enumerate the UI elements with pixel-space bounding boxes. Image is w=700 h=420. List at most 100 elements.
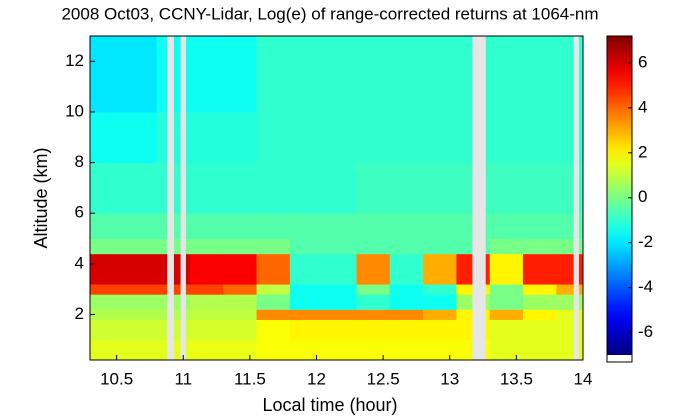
heat-cell bbox=[223, 339, 258, 361]
heat-cell bbox=[256, 162, 291, 214]
heat-cell bbox=[523, 309, 557, 320]
heat-cell bbox=[123, 339, 158, 361]
heat-cell bbox=[489, 238, 524, 255]
heat-cell bbox=[289, 284, 324, 295]
heat-cell bbox=[423, 36, 457, 113]
colorbar-tick-label: -6 bbox=[638, 322, 653, 341]
y-tick-label: 4 bbox=[75, 253, 84, 272]
heat-cell bbox=[223, 36, 258, 113]
heat-cell bbox=[189, 162, 224, 214]
heat-cell bbox=[123, 162, 158, 214]
heat-cell bbox=[189, 294, 224, 310]
data-gap bbox=[167, 36, 174, 360]
heat-cell bbox=[323, 111, 357, 164]
heat-cell bbox=[323, 309, 357, 320]
heat-cell bbox=[123, 238, 158, 255]
heat-cell bbox=[356, 294, 391, 310]
heat-cell bbox=[223, 213, 258, 239]
heat-cell bbox=[556, 294, 584, 310]
heat-cell bbox=[256, 253, 291, 285]
heat-cell bbox=[90, 339, 124, 361]
heat-cell bbox=[256, 319, 291, 341]
heat-cell bbox=[189, 284, 224, 295]
heat-cell bbox=[489, 162, 524, 214]
heat-cell bbox=[323, 294, 357, 310]
heat-cell bbox=[556, 284, 584, 295]
heat-cell bbox=[289, 253, 324, 285]
heat-cell bbox=[90, 253, 124, 285]
heat-cell bbox=[356, 253, 391, 285]
heat-cell bbox=[289, 319, 324, 341]
heat-cell bbox=[356, 213, 391, 239]
colorbar-tick-label: 4 bbox=[638, 97, 647, 116]
heat-cell bbox=[90, 294, 124, 310]
colorbar-frame bbox=[606, 35, 633, 363]
x-tick-label: 12 bbox=[307, 369, 326, 388]
heat-cell bbox=[356, 319, 391, 341]
heat-cell bbox=[123, 294, 158, 310]
heat-cell bbox=[323, 284, 357, 295]
heat-cell bbox=[123, 111, 158, 164]
heat-cell bbox=[189, 253, 224, 285]
heat-cell bbox=[256, 213, 291, 239]
heat-cell bbox=[123, 319, 158, 341]
heat-cell bbox=[189, 309, 224, 320]
heat-cell bbox=[323, 162, 357, 214]
heat-cell bbox=[289, 238, 324, 255]
y-tick-label: 6 bbox=[75, 203, 84, 222]
heat-cell bbox=[489, 319, 524, 341]
heat-cell bbox=[189, 111, 224, 164]
heat-cell bbox=[356, 339, 391, 361]
heat-cell bbox=[423, 284, 457, 295]
heat-cell bbox=[189, 238, 224, 255]
y-tick-label: 8 bbox=[75, 152, 84, 171]
heat-cell bbox=[123, 36, 158, 113]
heat-cell bbox=[489, 284, 524, 295]
x-axis-label: Local time (hour) bbox=[262, 395, 397, 415]
heat-cell bbox=[289, 111, 324, 164]
heat-cell bbox=[489, 309, 524, 320]
heat-cell bbox=[223, 111, 258, 164]
heat-cell bbox=[356, 284, 391, 295]
heat-cell bbox=[523, 111, 557, 164]
heat-cell bbox=[423, 213, 457, 239]
heat-cell bbox=[189, 319, 224, 341]
heat-cell bbox=[289, 213, 324, 239]
heat-cell bbox=[289, 309, 324, 320]
heat-cell bbox=[423, 253, 457, 285]
heat-cell bbox=[423, 319, 457, 341]
heat-cell bbox=[523, 319, 557, 341]
colorbar-tick-label: 2 bbox=[638, 142, 647, 161]
heat-cell bbox=[223, 319, 258, 341]
heat-cell bbox=[523, 284, 557, 295]
heat-cell bbox=[489, 213, 524, 239]
heat-cell bbox=[90, 111, 124, 164]
heat-cell bbox=[423, 238, 457, 255]
heat-cell bbox=[90, 213, 124, 239]
heat-cell bbox=[556, 339, 584, 361]
heat-cell bbox=[523, 162, 557, 214]
heat-cell bbox=[389, 238, 424, 255]
heat-cell bbox=[289, 162, 324, 214]
heat-cell bbox=[256, 339, 291, 361]
chart-title: 2008 Oct03, CCNY-Lidar, Log(e) of range-… bbox=[61, 4, 598, 23]
heat-cell bbox=[356, 36, 391, 113]
heat-cell bbox=[556, 162, 584, 214]
heat-cell bbox=[489, 339, 524, 361]
heat-cell bbox=[523, 339, 557, 361]
heat-cell bbox=[556, 213, 584, 239]
colorbar-tick-label: 0 bbox=[638, 187, 647, 206]
heat-cell bbox=[389, 162, 424, 214]
heat-cell bbox=[323, 238, 357, 255]
heat-cell bbox=[389, 111, 424, 164]
x-tick-label: 11.5 bbox=[234, 369, 266, 388]
heat-cell bbox=[389, 284, 424, 295]
data-gap bbox=[573, 36, 580, 360]
x-tick-label: 13.5 bbox=[500, 369, 533, 388]
heat-cell bbox=[523, 36, 557, 113]
heat-cell bbox=[123, 253, 158, 285]
heat-cell bbox=[389, 294, 424, 310]
heat-cell bbox=[256, 238, 291, 255]
heat-cell bbox=[323, 213, 357, 239]
heat-cell bbox=[256, 309, 291, 320]
